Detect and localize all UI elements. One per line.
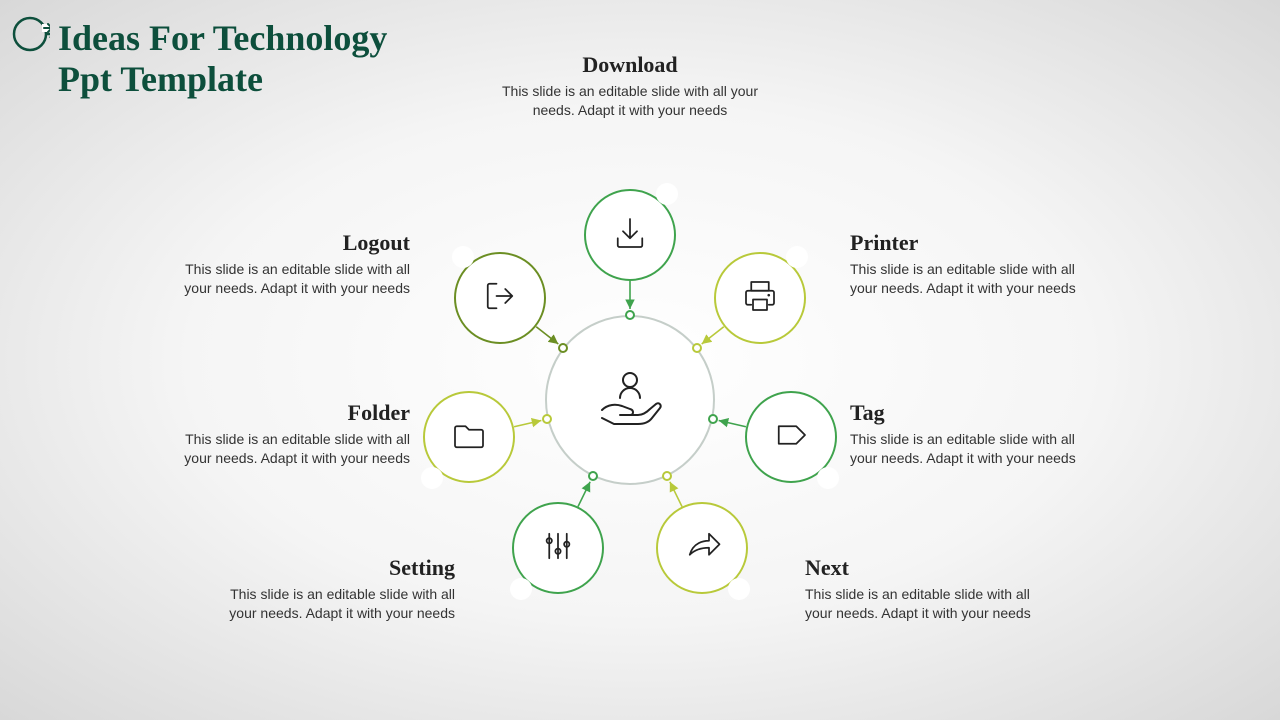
hub-dot-next: [662, 471, 672, 481]
label-next: Next This slide is an editable slide with…: [805, 555, 1035, 623]
label-setting: Setting This slide is an editable slide w…: [225, 555, 455, 623]
label-download: Download This slide is an editable slide …: [500, 52, 760, 120]
label-desc-next: This slide is an editable slide with all…: [805, 585, 1035, 623]
hub-dot-download: [625, 310, 635, 320]
hub-dot-tag: [708, 414, 718, 424]
share-icon: [681, 525, 723, 572]
hub-dot-setting: [588, 471, 598, 481]
label-desc-setting: This slide is an editable slide with all…: [225, 585, 455, 623]
center-hub: [545, 315, 715, 485]
node-logout: [454, 252, 546, 344]
label-desc-printer: This slide is an editable slide with all…: [850, 260, 1080, 298]
download-icon: [609, 212, 651, 259]
node-next: [656, 502, 748, 594]
sliders-icon: [537, 525, 579, 572]
hub-dot-logout: [558, 343, 568, 353]
label-desc-logout: This slide is an editable slide with all…: [180, 260, 410, 298]
label-desc-folder: This slide is an editable slide with all…: [180, 430, 410, 468]
label-logout: Logout This slide is an editable slide wi…: [180, 230, 410, 298]
node-setting: [512, 502, 604, 594]
label-printer: Printer This slide is an editable slide w…: [850, 230, 1080, 298]
node-folder: [423, 391, 515, 483]
label-title-tag: Tag: [850, 400, 1080, 426]
node-tag: [745, 391, 837, 483]
printer-icon: [739, 275, 781, 322]
label-tag: Tag This slide is an editable slide with …: [850, 400, 1080, 468]
label-title-download: Download: [500, 52, 760, 78]
folder-icon: [448, 414, 490, 461]
label-title-printer: Printer: [850, 230, 1080, 256]
label-folder: Folder This slide is an editable slide wi…: [180, 400, 410, 468]
node-download: [584, 189, 676, 281]
label-title-folder: Folder: [180, 400, 410, 426]
logout-icon: [479, 275, 521, 322]
label-desc-tag: This slide is an editable slide with all…: [850, 430, 1080, 468]
diagram-stage: Download This slide is an editable slide …: [0, 0, 1280, 720]
hand-person-icon: [590, 358, 670, 443]
label-desc-download: This slide is an editable slide with all…: [500, 82, 760, 120]
label-title-logout: Logout: [180, 230, 410, 256]
label-title-setting: Setting: [225, 555, 455, 581]
hub-dot-printer: [692, 343, 702, 353]
node-printer: [714, 252, 806, 344]
label-title-next: Next: [805, 555, 1035, 581]
tag-icon: [770, 414, 812, 461]
